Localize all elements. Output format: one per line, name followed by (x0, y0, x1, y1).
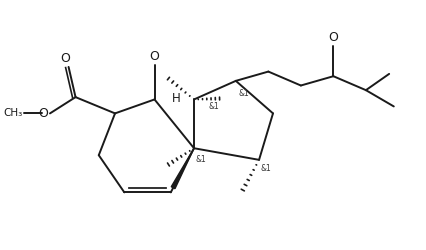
Text: O: O (60, 52, 69, 64)
Text: &1: &1 (238, 89, 249, 98)
Text: &1: &1 (260, 164, 271, 173)
Text: CH₃: CH₃ (4, 108, 23, 118)
Text: O: O (149, 50, 159, 63)
Text: &1: &1 (208, 102, 219, 111)
Text: H: H (172, 92, 181, 105)
Text: O: O (328, 31, 337, 44)
Polygon shape (171, 148, 193, 189)
Text: O: O (38, 107, 48, 120)
Text: &1: &1 (196, 155, 206, 164)
